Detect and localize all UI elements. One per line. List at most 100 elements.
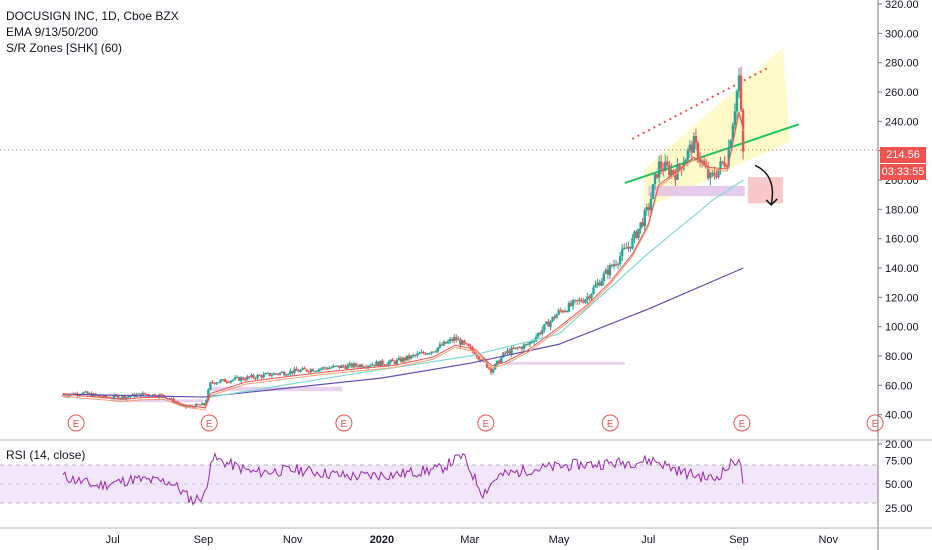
candle — [192, 406, 196, 408]
candle — [698, 159, 702, 162]
last-price-tag: 214.56 — [880, 147, 926, 163]
candle — [323, 367, 327, 369]
candle — [147, 394, 151, 396]
candle — [739, 75, 743, 110]
candle — [694, 136, 698, 143]
candle — [321, 367, 325, 369]
earnings-marker — [200, 414, 218, 432]
candle — [659, 161, 663, 169]
candle — [453, 337, 456, 341]
y-tick-label: 60.00 — [885, 380, 913, 392]
candle — [78, 394, 81, 396]
rsi-indicator-label[interactable]: RSI (14, close) — [6, 448, 86, 462]
candle — [713, 172, 716, 177]
candle — [657, 161, 661, 178]
y-tick-label: 160.00 — [885, 234, 919, 246]
candle — [280, 371, 284, 373]
symbol-title[interactable]: DOCUSIGN INC, 1D, Cboe BZX — [6, 9, 179, 23]
candle — [82, 392, 85, 395]
candle — [514, 347, 517, 349]
candle — [373, 364, 376, 366]
candle — [274, 373, 278, 375]
x-tick-label: Nov — [283, 534, 303, 546]
ema-50-line — [210, 179, 744, 398]
candle — [645, 206, 648, 211]
candle — [506, 350, 509, 353]
candle — [297, 370, 300, 372]
candle — [352, 363, 356, 368]
candle — [442, 341, 446, 346]
earnings-marker — [733, 414, 751, 432]
candle — [403, 357, 407, 361]
earnings-marker — [335, 414, 353, 432]
candle — [256, 375, 259, 379]
candle — [428, 353, 431, 355]
candle — [129, 396, 132, 398]
sr-zone — [648, 185, 745, 197]
candle — [475, 354, 478, 357]
candle — [223, 379, 226, 382]
ema-13-line — [62, 113, 744, 411]
candle — [416, 353, 419, 356]
y-tick-label: 180.00 — [885, 204, 919, 216]
candle — [407, 355, 411, 359]
ema-200-line — [62, 267, 744, 398]
candle — [383, 364, 386, 366]
candle — [250, 374, 253, 378]
y-tick-label: 80.00 — [885, 351, 913, 363]
candle — [621, 248, 624, 257]
candle — [198, 404, 202, 406]
candle — [686, 150, 689, 160]
candle — [151, 394, 155, 397]
candle — [98, 395, 101, 397]
candle — [397, 358, 401, 360]
candle — [707, 167, 710, 179]
candle — [237, 376, 241, 381]
x-tick-label: Jul — [641, 534, 655, 546]
candle — [692, 136, 696, 153]
candle — [618, 256, 622, 264]
candle — [467, 343, 470, 347]
candle — [606, 269, 610, 275]
candle — [196, 403, 200, 405]
candle — [418, 353, 421, 355]
candle — [532, 340, 536, 342]
earnings-marker-label: E — [482, 419, 489, 430]
candle — [145, 394, 149, 396]
earnings-marker-label: E — [341, 419, 348, 430]
rsi-tick-label: 75.00 — [885, 455, 913, 467]
candle — [690, 144, 694, 153]
candle — [377, 361, 380, 367]
candle — [575, 299, 579, 301]
candle — [457, 339, 460, 341]
candle — [489, 368, 493, 373]
candle — [266, 372, 269, 374]
x-tick-label: Mar — [460, 534, 479, 546]
candle — [590, 293, 593, 299]
earnings-marker-label: E — [73, 419, 80, 430]
candle — [537, 332, 540, 337]
candle — [702, 160, 706, 165]
candle — [434, 351, 437, 353]
candle — [477, 356, 481, 360]
candle — [496, 360, 499, 364]
candle — [629, 246, 632, 249]
candle — [448, 339, 452, 342]
candle — [393, 361, 397, 364]
candle — [278, 372, 282, 375]
sr-zones-indicator-label[interactable]: S/R Zones [SHK] (60) — [6, 41, 123, 55]
candle — [334, 365, 337, 367]
candle — [338, 365, 341, 368]
candle — [729, 140, 732, 148]
arrow-head — [765, 198, 778, 206]
candle — [473, 351, 476, 355]
candle — [684, 159, 687, 164]
candle — [65, 396, 69, 398]
candle — [528, 341, 532, 345]
candle — [616, 263, 620, 265]
earnings-marker-label: E — [607, 419, 614, 430]
candle — [551, 316, 554, 322]
candle — [612, 264, 616, 267]
ema-indicator-label[interactable]: EMA 9/13/50/200 — [6, 25, 99, 39]
